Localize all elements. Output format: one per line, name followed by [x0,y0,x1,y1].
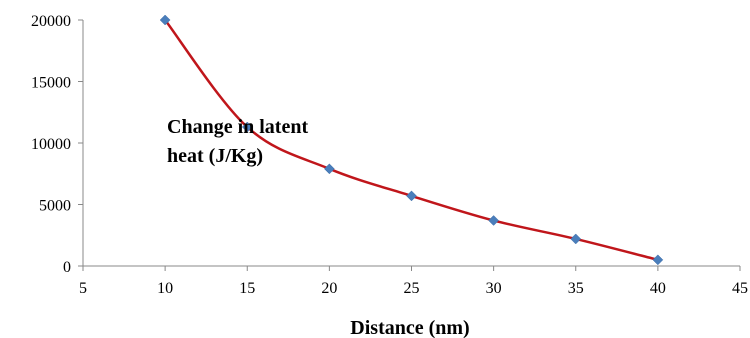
marker-group [159,14,664,266]
data-point-marker [406,190,417,202]
y-tick-label: 10000 [31,136,71,153]
data-point-marker [241,121,253,133]
x-tick-label: 40 [650,280,666,297]
y-tick-label: 5000 [39,198,71,215]
y-tick-label: 20000 [31,13,71,30]
annotation-line-1: Change in latent [167,116,308,138]
y-tick-group: 0 5000 10000 15000 20000 [31,13,83,276]
data-point-marker [570,233,582,245]
data-point-marker [159,14,171,26]
data-point-marker [324,163,335,175]
series-line [164,19,659,262]
data-point-marker [488,215,499,226]
x-axis-label: Distance (nm) [350,317,469,338]
x-tick-label: 45 [732,280,748,297]
x-tick-label: 15 [239,280,255,297]
y-tick-label: 0 [63,259,71,276]
axes [82,20,740,267]
data-point-marker [652,254,664,266]
x-tick-label: 10 [157,280,173,297]
annotation-line-2: heat (J/Kg) [167,145,263,167]
y-tick-label: 15000 [31,75,71,92]
x-tick-label: 5 [79,280,87,297]
x-tick-label: 25 [404,280,420,297]
x-tick-label: 20 [321,280,337,297]
x-tick-group: 5 10 15 20 25 30 35 40 45 [79,266,748,297]
annotation-text: Change in latent heat (J/Kg) [167,116,313,167]
x-tick-label: 35 [568,280,584,297]
x-tick-label: 30 [486,280,502,297]
